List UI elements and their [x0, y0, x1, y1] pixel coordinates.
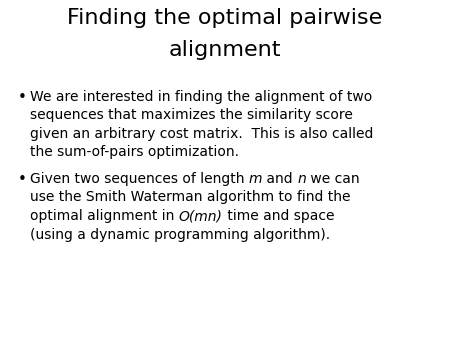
Text: use the Smith Waterman algorithm to find the: use the Smith Waterman algorithm to find… [30, 191, 351, 204]
Text: Given two sequences of length: Given two sequences of length [30, 172, 249, 186]
Text: time and space: time and space [223, 209, 334, 223]
Text: (using a dynamic programming algorithm).: (using a dynamic programming algorithm). [30, 227, 330, 241]
Text: m: m [249, 172, 262, 186]
Text: •: • [18, 172, 27, 187]
Text: the sum-of-pairs optimization.: the sum-of-pairs optimization. [30, 145, 239, 160]
Text: we can: we can [306, 172, 360, 186]
Text: We are interested in finding the alignment of two: We are interested in finding the alignme… [30, 90, 372, 104]
Text: optimal alignment in: optimal alignment in [30, 209, 179, 223]
Text: Finding the optimal pairwise: Finding the optimal pairwise [68, 8, 382, 28]
Text: •: • [18, 90, 27, 105]
Text: n: n [297, 172, 306, 186]
Text: alignment: alignment [169, 40, 281, 60]
Text: sequences that maximizes the similarity score: sequences that maximizes the similarity … [30, 108, 353, 122]
Text: given an arbitrary cost matrix.  This is also called: given an arbitrary cost matrix. This is … [30, 127, 373, 141]
Text: and: and [262, 172, 297, 186]
Text: O(mn): O(mn) [179, 209, 223, 223]
